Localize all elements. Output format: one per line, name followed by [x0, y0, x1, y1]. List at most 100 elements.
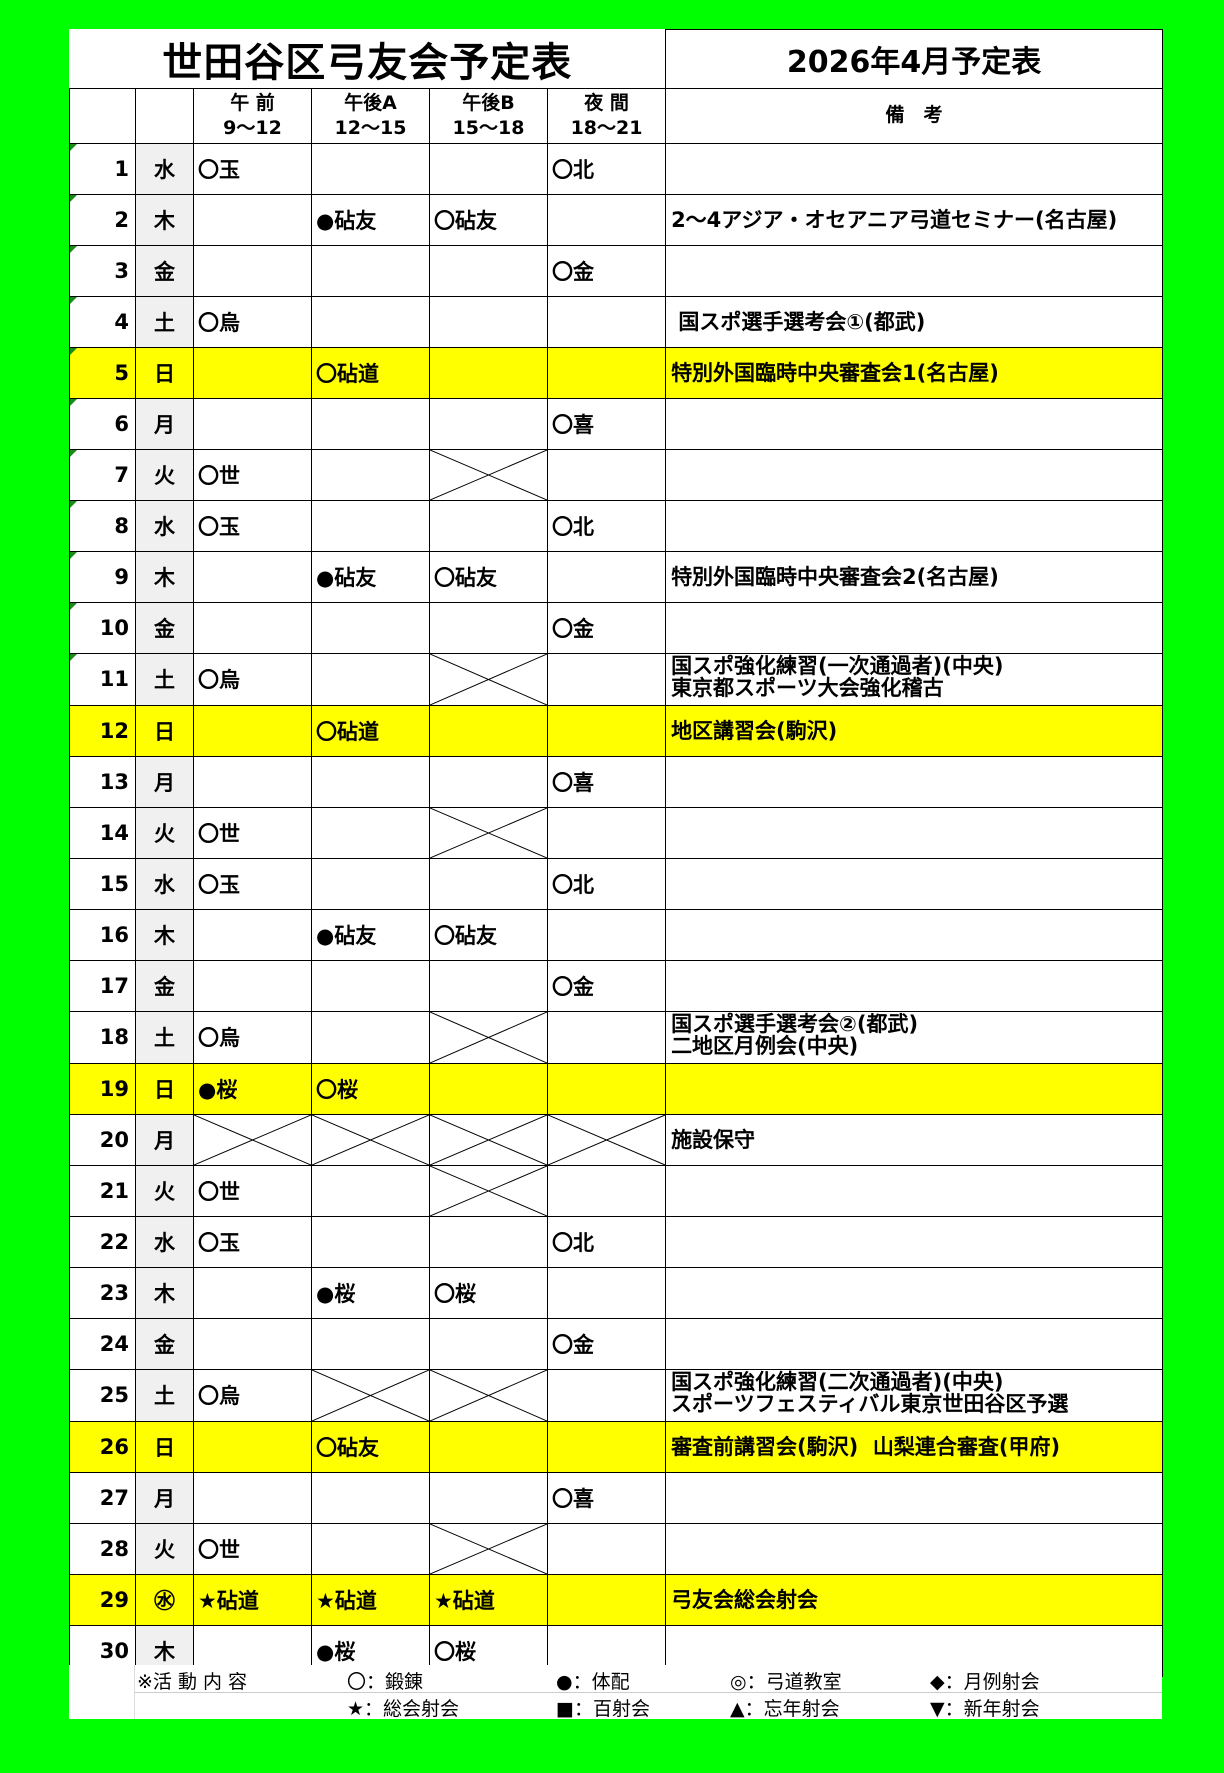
- date-cell: 12: [69, 704, 136, 757]
- slot-night: 〇喜: [546, 755, 667, 808]
- slot-afternoon-a: ★砧道: [311, 1573, 430, 1626]
- header-label: 午後A: [344, 91, 397, 114]
- slot-afternoon-a: 〇砧道: [311, 346, 430, 399]
- slot-entry: ★砧道: [198, 1588, 259, 1613]
- schedule-table: 世田谷区弓友会予定表 2026年4月予定表 午 前 9～12 午後A 12～15 午…: [69, 29, 1164, 1677]
- slot-entry: 〇砧友: [316, 1435, 379, 1460]
- weekday-cell: 火: [135, 806, 194, 859]
- slot-afternoon-b: [429, 959, 548, 1012]
- slot-morning: [193, 1317, 312, 1370]
- slot-afternoon-b: [429, 1113, 548, 1166]
- slot-afternoon-a: [311, 1317, 430, 1370]
- header-label: 午後B: [462, 91, 515, 114]
- slot-afternoon-a: [311, 448, 430, 501]
- weekday-cell: 月: [135, 397, 194, 450]
- weekday-cell: 火: [135, 1522, 194, 1575]
- schedule-row: 25 土〇烏 国スポ強化練習(二次通過者)(中央) スポーツフェスティバル東京世田谷区…: [69, 1368, 1164, 1422]
- slot-entry: 〇喜: [552, 412, 594, 437]
- header-afternoon-b: 午後B 15～18: [429, 87, 548, 144]
- slot-entry: ●桜: [316, 1281, 356, 1306]
- schedule-row: 8 水〇玉 〇北: [69, 499, 1164, 552]
- legend-row-1: ※活 動 内 容 〇：鍛錬 ●：体配 ◎：弓道教室 ◆：月例射会: [69, 1665, 1162, 1693]
- legend-item: ▲：忘年射会: [730, 1698, 840, 1720]
- notes-cell: 特別外国臨時中央審査会2(名古屋): [665, 550, 1164, 603]
- slot-afternoon-b: 〇砧友: [429, 550, 548, 603]
- weekday-cell: 月: [135, 1113, 194, 1166]
- date-cell: 19: [69, 1062, 136, 1115]
- slot-afternoon-b: [429, 1317, 548, 1370]
- date-cell: 14: [69, 806, 136, 859]
- slot-morning: 〇烏: [193, 295, 312, 348]
- note-line: 2～4アジア・オセアニア弓道セミナー(名古屋): [671, 207, 1118, 232]
- weekday-cell: 木: [135, 908, 194, 961]
- slot-afternoon-a: [311, 1368, 430, 1422]
- schedule-row: 1 水〇玉 〇北: [69, 142, 1164, 195]
- slot-night: [546, 346, 667, 399]
- notes-cell: [665, 857, 1164, 910]
- slot-afternoon-a: 〇桜: [311, 1062, 430, 1115]
- schedule-row: 28 火〇世: [69, 1522, 1164, 1575]
- notes-cell: [665, 1215, 1164, 1268]
- schedule-row: 9 木 ●砧友 〇砧友 特別外国臨時中央審査会2(名古屋): [69, 550, 1164, 603]
- slot-entry: 〇玉: [198, 157, 240, 182]
- slot-afternoon-a: [311, 806, 430, 859]
- slot-afternoon-a: 〇砧道: [311, 704, 430, 757]
- slot-night: [546, 1522, 667, 1575]
- slot-night: [546, 1266, 667, 1319]
- slot-morning: [193, 1471, 312, 1524]
- slot-afternoon-b: [429, 295, 548, 348]
- slot-afternoon-a: [311, 652, 430, 706]
- error-indicator-icon: [70, 552, 77, 559]
- slot-afternoon-a: [311, 295, 430, 348]
- weekday-cell: 土: [135, 295, 194, 348]
- closed-cross-mark: [430, 1524, 547, 1574]
- weekday-cell: 木: [135, 1266, 194, 1319]
- slot-afternoon-a: [311, 755, 430, 808]
- slot-morning: [193, 193, 312, 246]
- notes-cell: [665, 142, 1164, 195]
- slot-morning: [193, 755, 312, 808]
- slot-night: [546, 1420, 667, 1473]
- slot-afternoon-b: 〇砧友: [429, 193, 548, 246]
- header-label: 午 前: [230, 91, 275, 114]
- notes-cell: 審査前講習会(駒沢) 山梨連合審査(甲府): [665, 1420, 1164, 1473]
- slot-afternoon-b: [429, 1010, 548, 1064]
- header-time: 15～18: [452, 116, 525, 139]
- slot-afternoon-b: 〇砧友: [429, 908, 548, 961]
- slot-afternoon-a: ●桜: [311, 1266, 430, 1319]
- note-line: 審査前講習会(駒沢) 山梨連合審査(甲府): [671, 1434, 1061, 1459]
- slot-afternoon-a: [311, 959, 430, 1012]
- slot-morning: [193, 704, 312, 757]
- slot-entry: 〇北: [552, 157, 594, 182]
- slot-entry: 〇世: [198, 1537, 240, 1562]
- notes-cell: [665, 397, 1164, 450]
- slot-afternoon-a: [311, 857, 430, 910]
- slot-afternoon-b: [429, 244, 548, 297]
- date-cell: 11: [69, 652, 136, 706]
- slot-morning: 〇世: [193, 448, 312, 501]
- legend-item: ◎：弓道教室: [730, 1671, 842, 1693]
- header-night: 夜 間 18～21: [546, 87, 667, 144]
- header-date-cell: [69, 87, 136, 144]
- header-day-cell: [135, 87, 194, 144]
- slot-morning: [193, 908, 312, 961]
- schedule-row: 26 日 〇砧友 審査前講習会(駒沢) 山梨連合審査(甲府): [69, 1420, 1164, 1473]
- date-cell: 13: [69, 755, 136, 808]
- slot-entry: 〇喜: [552, 1486, 594, 1511]
- slot-entry: 〇砧道: [316, 719, 379, 744]
- schedule-row: 14 火〇世: [69, 806, 1164, 859]
- weekday-cell: 日: [135, 704, 194, 757]
- error-indicator-icon: [70, 348, 77, 355]
- notes-cell: [665, 1164, 1164, 1217]
- date-cell: 24: [69, 1317, 136, 1370]
- slot-afternoon-a: [311, 397, 430, 450]
- slot-night: 〇北: [546, 857, 667, 910]
- header-time: 12～15: [334, 116, 407, 139]
- note-line: 国スポ選手選考会①(都武): [671, 309, 926, 334]
- slot-entry: 〇玉: [198, 514, 240, 539]
- closed-cross-mark: [548, 1115, 665, 1165]
- date-cell: 29: [69, 1573, 136, 1626]
- date-cell: 23: [69, 1266, 136, 1319]
- closed-cross-mark: [430, 450, 547, 500]
- schedule-row: 16 木 ●砧友 〇砧友: [69, 908, 1164, 961]
